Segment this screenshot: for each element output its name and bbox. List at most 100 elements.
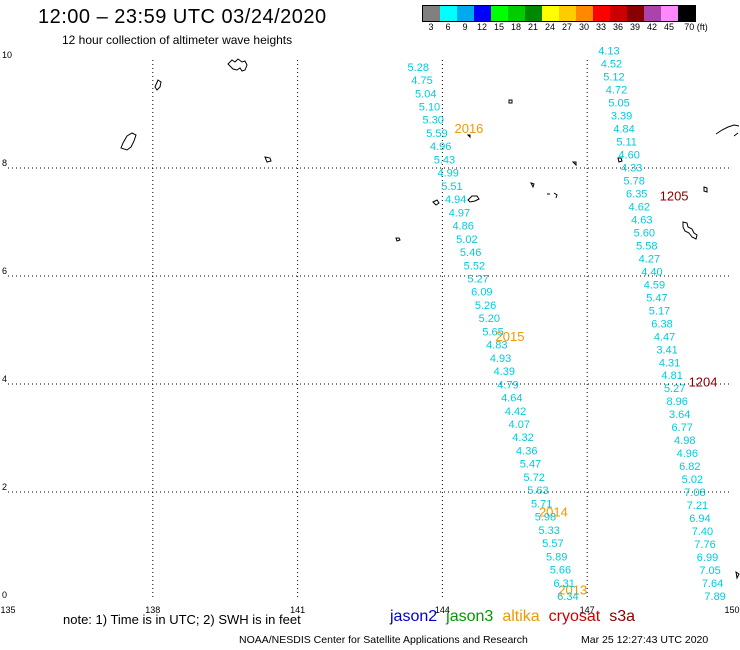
wave-height-value: 4.60 xyxy=(618,149,639,161)
wave-height-colorbar xyxy=(422,5,696,22)
longitude-label: 150 xyxy=(724,605,739,615)
island-shape xyxy=(395,237,401,242)
island-shape xyxy=(530,182,535,189)
wave-height-value: 5.26 xyxy=(475,300,496,312)
pass-number-label: 1204 xyxy=(689,375,718,390)
map-subtitle: 12 hour collection of altimeter wave hei… xyxy=(62,33,293,47)
island-shape xyxy=(547,192,558,199)
axis-labels: 135 138 141 144 147 150 0 2 4 6 8 10 xyxy=(0,50,739,615)
wave-height-value: 6.77 xyxy=(672,422,693,434)
colorbar-label: 30 xyxy=(578,22,590,32)
colorbar-swatch xyxy=(610,6,627,21)
wave-height-value: 4.93 xyxy=(490,353,511,365)
wave-height-value: 6.09 xyxy=(471,287,492,299)
wave-height-value: 4.31 xyxy=(659,357,680,369)
colorbar-swatch xyxy=(423,6,440,21)
track-east: 4.134.525.124.725.053.394.845.114.604.33… xyxy=(598,46,726,603)
wave-height-value: 7.05 xyxy=(699,565,720,577)
colorbar-label: 15 xyxy=(493,22,505,32)
wave-height-value: 5.33 xyxy=(538,525,559,537)
colorbar-swatch xyxy=(542,6,559,21)
island-shape xyxy=(617,157,623,163)
wave-height-value: 4.84 xyxy=(613,124,634,136)
wave-height-value: 7.21 xyxy=(687,500,708,512)
wave-height-value: 4.79 xyxy=(497,379,518,391)
wave-height-value: 6.94 xyxy=(689,513,710,525)
wave-height-value: 5.60 xyxy=(634,227,655,239)
wave-height-value: 5.58 xyxy=(636,240,657,252)
wave-height-value: 6.34 xyxy=(557,591,578,603)
wave-height-value: 5.04 xyxy=(415,88,436,100)
wave-height-value: 6.35 xyxy=(626,188,647,200)
wave-height-value: 5.71 xyxy=(531,498,552,510)
pass-number-label: 1205 xyxy=(660,188,689,203)
satellite-legend-item: altika xyxy=(502,608,540,625)
longitude-label: 135 xyxy=(0,605,15,615)
coastlines xyxy=(120,58,740,580)
wave-height-value: 4.59 xyxy=(644,279,665,291)
satellite-legend-item: jason2 xyxy=(390,608,438,625)
wave-height-value: 4.07 xyxy=(509,419,530,431)
longitude-label: 138 xyxy=(145,605,160,615)
colorbar-label: 9 xyxy=(462,22,468,32)
wave-height-value: 4.83 xyxy=(486,340,507,352)
wave-height-value: 7.89 xyxy=(704,591,725,603)
wave-height-value: 4.27 xyxy=(639,253,660,265)
wave-height-value: 5.65 xyxy=(482,326,503,338)
wave-height-value: 4.94 xyxy=(445,194,466,206)
pass-number-label: 2013 xyxy=(558,583,587,598)
wave-height-value: 5.02 xyxy=(456,234,477,246)
wave-height-value: 4.96 xyxy=(430,141,451,153)
colorbar-swatch xyxy=(559,6,576,21)
track-west: 5.284.755.045.10 5.305.594.965.43 4.995.51… xyxy=(408,62,579,603)
wave-height-value: 5.98 xyxy=(535,512,556,524)
wave-height-value: 5.51 xyxy=(441,181,462,193)
island-shape xyxy=(571,161,577,167)
wave-height-value: 3.41 xyxy=(656,344,677,356)
colorbar-label: 36 xyxy=(612,22,624,32)
latitude-label: 10 xyxy=(2,50,12,60)
colorbar-swatch xyxy=(457,6,474,21)
colorbar-swatch xyxy=(474,6,491,21)
longitude-label: 141 xyxy=(290,605,305,615)
wave-height-value: 5.17 xyxy=(649,305,670,317)
wave-height-value: 7.76 xyxy=(694,539,715,551)
wave-height-value: 5.11 xyxy=(616,137,637,149)
colorbar-label: 6 xyxy=(445,22,451,32)
wave-height-value: 5.20 xyxy=(479,313,500,325)
colorbar-label: 39 xyxy=(629,22,641,32)
wave-height-value: 6.38 xyxy=(651,318,672,330)
map-title: 12:00 – 23:59 UTC 03/24/2020 xyxy=(38,6,327,28)
wave-height-value: 5.10 xyxy=(419,101,440,113)
wave-height-value: 4.63 xyxy=(631,214,652,226)
colorbar-label: 42 xyxy=(646,22,658,32)
wave-height-value: 4.96 xyxy=(677,448,698,460)
wave-height-value: 5.72 xyxy=(524,472,545,484)
wave-height-value: 4.52 xyxy=(601,59,622,71)
pass-number-label: 2014 xyxy=(539,504,568,519)
colorbar-swatch xyxy=(491,6,508,21)
wave-height-value: 5.12 xyxy=(603,72,624,84)
island-shape xyxy=(432,199,440,206)
colorbar-swatch xyxy=(627,6,644,21)
wave-height-value: 5.27 xyxy=(467,273,488,285)
wave-height-value: 4.81 xyxy=(661,370,682,382)
island-shape xyxy=(682,221,698,240)
wave-height-value: 4.39 xyxy=(494,366,515,378)
latitude-label: 6 xyxy=(2,266,7,276)
wave-height-value: 6.31 xyxy=(553,578,574,590)
wave-height-value: 4.40 xyxy=(641,266,662,278)
island-shape xyxy=(735,570,740,580)
wave-height-value: 5.89 xyxy=(546,551,567,563)
wave-height-value: 5.63 xyxy=(527,485,548,497)
wave-height-value: 4.64 xyxy=(501,393,522,405)
wave-height-value: 5.52 xyxy=(464,260,485,272)
pass-labels: 2016 2015 2014 2013 1205 1204 xyxy=(454,121,717,598)
wave-height-value: 4.33 xyxy=(621,162,642,174)
wave-height-value: 4.86 xyxy=(452,221,473,233)
longitude-label: 144 xyxy=(435,605,450,615)
wave-height-value: 4.47 xyxy=(654,331,675,343)
colorbar-swatch xyxy=(440,6,457,21)
colorbar-label: 45 xyxy=(663,22,675,32)
